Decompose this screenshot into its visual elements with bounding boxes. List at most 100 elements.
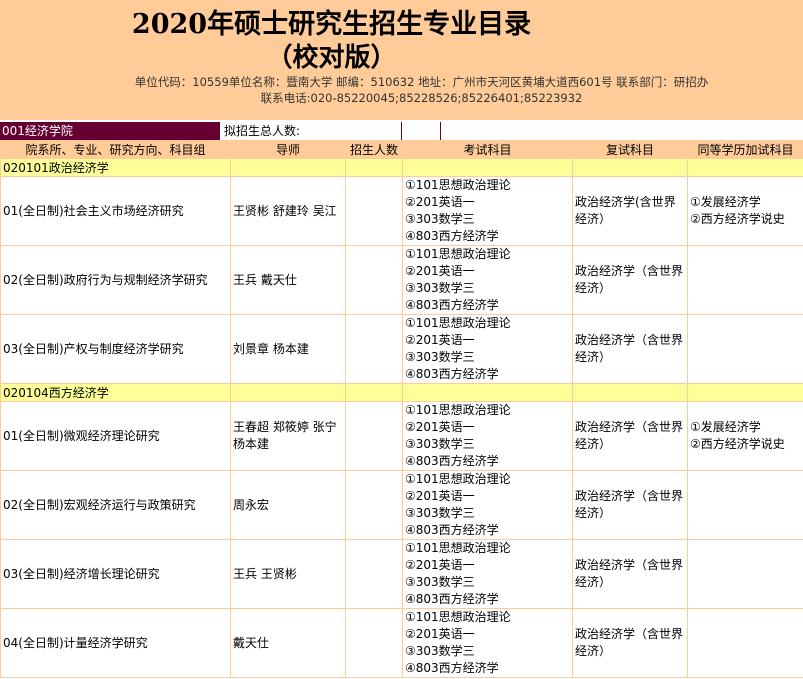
exam-subject: ①101思想政治理论: [405, 610, 511, 624]
exam-subject: ①101思想政治理论: [405, 247, 511, 261]
empty-cell: [572, 158, 688, 177]
table-row: 02(全日制)宏观经济运行与政策研究 周永宏 ①101思想政治理论 ②201英语一 ③3…: [0, 470, 803, 540]
exam-subject: ②201英语一: [405, 264, 475, 278]
research-direction: 03(全日制)经济增长理论研究: [0, 539, 231, 609]
major-row: 020104西方经济学: [0, 383, 803, 402]
retest-subject: 政治经济学（含世界经济）: [572, 470, 688, 540]
exam-subject: ④803西方经济学: [405, 661, 499, 675]
research-direction: 02(全日制)政府行为与规制经济学研究: [0, 245, 231, 315]
enrollment-count: [345, 470, 403, 540]
exam-subject: ③303数学三: [405, 212, 475, 226]
retest-subject: 政治经济学（含世界经济）: [572, 245, 688, 315]
extra-subject: ②西方经济学说史: [690, 437, 785, 451]
research-direction: 04(全日制)计量经济学研究: [0, 608, 231, 678]
exam-subject: ③303数学三: [405, 281, 475, 295]
exam-subject: ②201英语一: [405, 333, 475, 347]
exam-subject: ②201英语一: [405, 420, 475, 434]
retest-subject: 政治经济学（含世界经济）: [572, 539, 688, 609]
table-row: 02(全日制)政府行为与规制经济学研究 王兵 戴天仕 ①101思想政治理论 ②201英…: [0, 245, 803, 315]
enrollment-count: [345, 539, 403, 609]
exam-subject: ③303数学三: [405, 506, 475, 520]
exam-subject: ②201英语一: [405, 489, 475, 503]
exam-subject: ①101思想政治理论: [405, 403, 511, 417]
major-name: 020101政治经济学: [0, 158, 231, 177]
table-row: 04(全日制)计量经济学研究 戴天仕 ①101思想政治理论 ②201英语一 ③303数学…: [0, 608, 803, 678]
empty-cell: [402, 383, 573, 402]
contact-phone: 联系电话:020-85220045;85228526;85226401;8522…: [260, 91, 583, 105]
enrollment-count: [345, 176, 403, 246]
exam-subject: ③303数学三: [405, 350, 475, 364]
extra-subjects: [687, 314, 803, 384]
exam-subject: ③303数学三: [405, 644, 475, 658]
empty-cell: [687, 158, 803, 177]
extra-subjects: ①发展经济学 ②西方经济学说史: [687, 176, 803, 246]
empty-cell: [402, 158, 573, 177]
exam-subject: ②201英语一: [405, 195, 475, 209]
exam-subjects: ①101思想政治理论 ②201英语一 ③303数学三 ④803西方经济学: [402, 314, 573, 384]
catalog-table: 院系所、专业、研究方向、科目组 导师 招生人数 考试科目 复试科目 同等学历加试科目 02…: [0, 140, 803, 678]
table-row: 01(全日制)微观经济理论研究 王春超 郑筱婷 张宁 杨本建 ①101思想政治理论 ②…: [0, 401, 803, 471]
exam-subject: ④803西方经济学: [405, 298, 499, 312]
column-header: 招生人数: [345, 140, 403, 159]
department-bar: 001经济学院 拟招生总人数:: [0, 122, 803, 140]
exam-subjects: ①101思想政治理论 ②201英语一 ③303数学三 ④803西方经济学: [402, 470, 573, 540]
exam-subject: ④803西方经济学: [405, 592, 499, 606]
exam-subject: ④803西方经济学: [405, 523, 499, 537]
tutors: 王兵 王贤彬: [230, 539, 346, 609]
extra-subjects: [687, 608, 803, 678]
page-header: 2020年硕士研究生招生专业目录 （校对版） 单位代码：10559单位名称：暨南…: [0, 0, 803, 120]
column-header: 同等学历加试科目: [687, 140, 803, 159]
exam-subject: ②201英语一: [405, 627, 475, 641]
page-title: 2020年硕士研究生招生专业目录: [131, 9, 532, 40]
retest-subject: 政治经济学(含世界经济）: [572, 176, 688, 246]
exam-subject: ④803西方经济学: [405, 229, 499, 243]
column-header: 复试科目: [572, 140, 688, 159]
tutors: 王春超 郑筱婷 张宁 杨本建: [230, 401, 346, 471]
exam-subjects: ①101思想政治理论 ②201英语一 ③303数学三 ④803西方经济学: [402, 608, 573, 678]
research-direction: 02(全日制)宏观经济运行与政策研究: [0, 470, 231, 540]
column-header: 导师: [230, 140, 346, 159]
tutors: 王兵 戴天仕: [230, 245, 346, 315]
research-direction: 01(全日制)微观经济理论研究: [0, 401, 231, 471]
empty-cell: [345, 383, 403, 402]
exam-subject: ①101思想政治理论: [405, 178, 511, 192]
enrollment-count: [345, 314, 403, 384]
empty-cell: [687, 383, 803, 402]
extra-subjects: [687, 539, 803, 609]
major-name: 020104西方经济学: [0, 383, 231, 402]
exam-subject: ③303数学三: [405, 575, 475, 589]
major-row: 020101政治经济学: [0, 158, 803, 177]
extra-subject: ②西方经济学说史: [690, 212, 785, 226]
empty-cell: [572, 383, 688, 402]
exam-subjects: ①101思想政治理论 ②201英语一 ③303数学三 ④803西方经济学: [402, 401, 573, 471]
tutors: 周永宏: [230, 470, 346, 540]
table-row: 01(全日制)社会主义市场经济研究 王贤彬 舒建玲 吴江 ①101思想政治理论 ②20…: [0, 176, 803, 246]
table-row: 03(全日制)产权与制度经济学研究 刘景章 杨本建 ①101思想政治理论 ②201英语…: [0, 314, 803, 384]
retest-subject: 政治经济学（含世界经济）: [572, 608, 688, 678]
exam-subject: ④803西方经济学: [405, 454, 499, 468]
exam-subject: ①101思想政治理论: [405, 541, 511, 555]
table-row: 03(全日制)经济增长理论研究 王兵 王贤彬 ①101思想政治理论 ②201英语一 ③3…: [0, 539, 803, 609]
extra-subject: ①发展经济学: [690, 195, 761, 209]
exam-subjects: ①101思想政治理论 ②201英语一 ③303数学三 ④803西方经济学: [402, 539, 573, 609]
unit-info: 单位代码：10559单位名称：暨南大学 邮编：510632 地址：广州市天河区黄…: [134, 75, 709, 89]
enrollment-count: [345, 608, 403, 678]
extra-subject: ①发展经济学: [690, 420, 761, 434]
extra-subjects: ①发展经济学 ②西方经济学说史: [687, 401, 803, 471]
retest-subject: 政治经济学（含世界经济）: [572, 314, 688, 384]
enrollment-count: [345, 401, 403, 471]
department-name: 001经济学院: [0, 122, 220, 140]
column-header: 考试科目: [402, 140, 573, 159]
tutors: 王贤彬 舒建玲 吴江: [230, 176, 346, 246]
retest-subject: 政治经济学（含世界经济）: [572, 401, 688, 471]
empty-cell: [230, 383, 346, 402]
exam-subjects: ①101思想政治理论 ②201英语一 ③303数学三 ④803西方经济学: [402, 245, 573, 315]
tutors: 戴天仕: [230, 608, 346, 678]
exam-subject: ①101思想政治理论: [405, 316, 511, 330]
total-enrollment-value: [402, 122, 441, 140]
empty-cell: [345, 158, 403, 177]
page-subtitle: （校对版）: [266, 43, 397, 73]
tutors: 刘景章 杨本建: [230, 314, 346, 384]
research-direction: 03(全日制)产权与制度经济学研究: [0, 314, 231, 384]
exam-subject: ④803西方经济学: [405, 367, 499, 381]
